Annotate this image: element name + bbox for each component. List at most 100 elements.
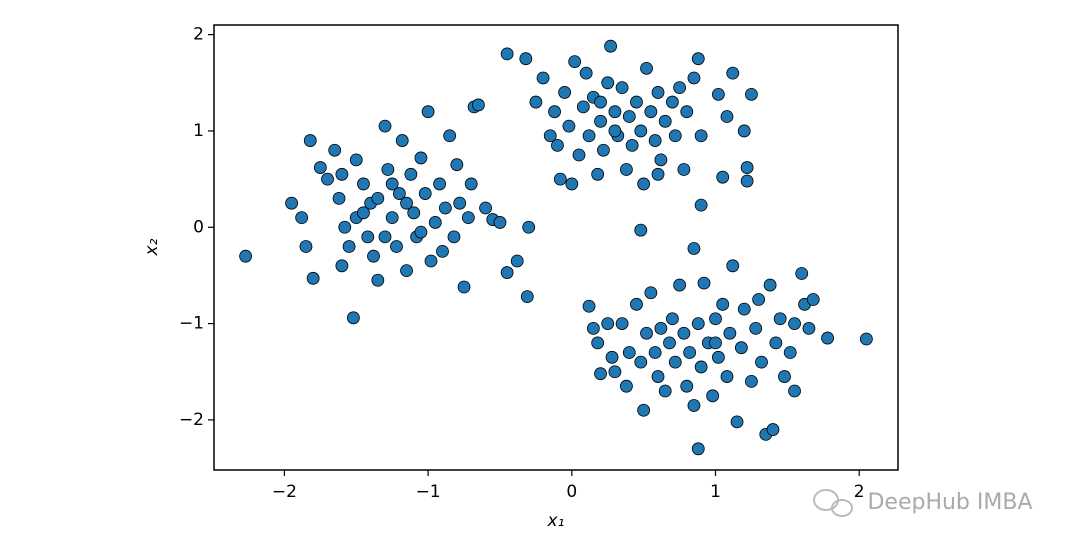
point <box>361 230 375 244</box>
point <box>622 346 636 359</box>
point <box>665 312 679 326</box>
point <box>438 201 452 215</box>
x-tick-label: −1 <box>416 482 441 502</box>
point <box>709 336 722 350</box>
point <box>443 129 457 143</box>
point <box>306 271 320 285</box>
point <box>342 240 356 253</box>
point <box>400 264 413 278</box>
point <box>687 399 701 412</box>
x-axis-label: x₁ <box>547 511 565 531</box>
point <box>371 273 385 287</box>
point <box>464 177 478 191</box>
point <box>630 297 643 311</box>
point <box>651 86 665 99</box>
point <box>654 153 668 167</box>
point <box>404 167 418 181</box>
point <box>558 86 572 99</box>
point <box>594 95 607 109</box>
point <box>734 341 748 355</box>
point <box>378 230 392 244</box>
point <box>407 206 421 220</box>
point <box>500 266 514 279</box>
point <box>763 278 777 292</box>
point <box>447 230 461 244</box>
point <box>694 198 708 212</box>
point <box>634 124 648 138</box>
x-tick-label: 2 <box>854 482 865 502</box>
point <box>321 172 334 186</box>
point <box>608 124 622 138</box>
point <box>349 153 363 167</box>
point <box>668 129 682 143</box>
point <box>755 355 768 369</box>
x-tick-label: 0 <box>566 482 577 502</box>
point <box>622 110 636 123</box>
point <box>500 47 514 61</box>
point <box>378 119 392 133</box>
point <box>802 322 816 335</box>
point <box>332 191 346 205</box>
point <box>450 158 464 172</box>
point <box>586 322 600 335</box>
point <box>433 177 447 191</box>
point <box>680 379 694 393</box>
point <box>529 95 543 109</box>
point <box>716 170 730 184</box>
point <box>697 276 711 290</box>
point <box>806 293 820 306</box>
point <box>472 98 485 112</box>
point <box>285 196 298 210</box>
point <box>648 134 662 147</box>
point <box>745 374 758 388</box>
point <box>637 403 651 417</box>
point <box>766 423 780 436</box>
point <box>367 249 380 263</box>
point <box>335 259 349 273</box>
point <box>414 151 428 165</box>
point <box>576 100 590 114</box>
point <box>773 312 787 326</box>
point <box>720 110 734 123</box>
y-axis-label: x₂ <box>142 238 162 256</box>
point <box>694 129 708 143</box>
point <box>597 143 610 157</box>
point <box>691 317 705 330</box>
point <box>730 415 744 429</box>
point <box>788 317 801 330</box>
point <box>615 81 629 95</box>
point <box>788 384 801 398</box>
point <box>239 249 253 263</box>
point <box>683 346 697 359</box>
point <box>648 346 662 359</box>
point <box>680 105 694 119</box>
point <box>651 167 665 181</box>
point <box>726 259 740 273</box>
point <box>663 336 676 350</box>
point <box>335 167 349 181</box>
point <box>778 370 791 383</box>
point <box>687 242 701 255</box>
point <box>328 143 342 157</box>
point <box>665 95 679 109</box>
point <box>711 350 725 364</box>
y-tick-label: 2 <box>193 25 204 45</box>
y-tick-label: 0 <box>193 217 204 237</box>
point <box>357 206 370 220</box>
point <box>582 129 596 143</box>
watermark: DeepHub IMBA <box>867 490 1032 515</box>
point <box>706 389 720 403</box>
point <box>625 139 639 152</box>
point <box>461 211 475 225</box>
point <box>658 384 672 398</box>
point <box>615 317 629 330</box>
point <box>395 134 409 147</box>
point <box>295 211 309 225</box>
point <box>637 177 651 191</box>
point <box>522 220 536 234</box>
point <box>414 225 428 239</box>
point <box>591 336 605 350</box>
point <box>582 299 596 313</box>
point <box>385 211 399 225</box>
